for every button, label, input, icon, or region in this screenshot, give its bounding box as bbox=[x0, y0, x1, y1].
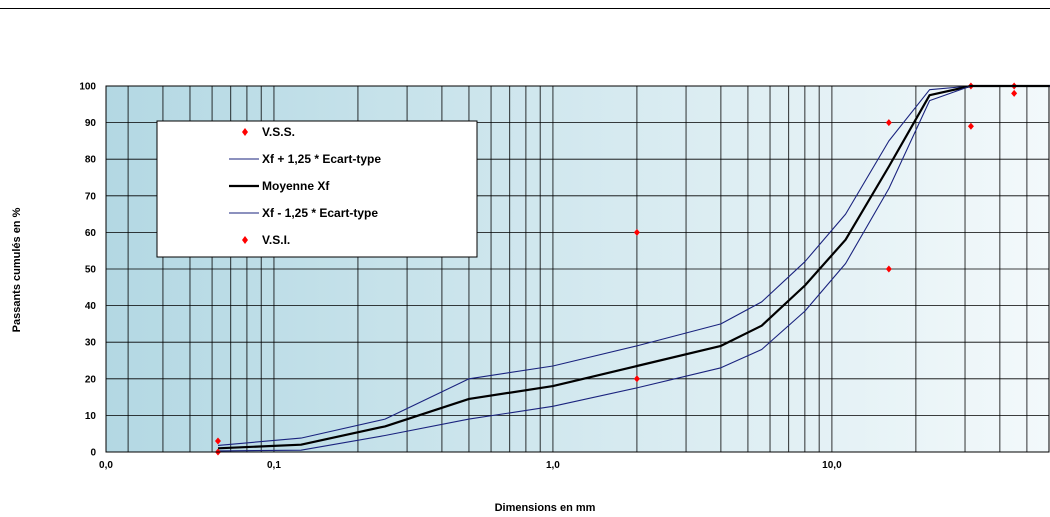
series-0-point-0 bbox=[214, 437, 221, 445]
legend-label-xf-minus: Xf - 1,25 * Ecart-type bbox=[262, 206, 378, 220]
legend-item-vss: V.S.S. bbox=[242, 125, 295, 139]
series-4-point-1 bbox=[633, 375, 640, 383]
y-tick-label-10: 100 bbox=[79, 82, 96, 93]
x-tick-label-2: 1,0 bbox=[546, 460, 560, 471]
y-tick-label-1: 10 bbox=[85, 411, 97, 422]
y-tick-label-4: 40 bbox=[85, 301, 97, 312]
y-tick-label-6: 60 bbox=[85, 228, 97, 239]
legend-item-moyenne: Moyenne Xf bbox=[229, 179, 330, 193]
series-line-1 bbox=[217, 85, 1050, 446]
legend-item-vsi: V.S.I. bbox=[242, 233, 290, 247]
tick-labels: 0 10 20 30 40 50 60 70 80 90 100 0,0 0,1 1,0 10,0 bbox=[79, 82, 842, 472]
y-tick-label-5: 50 bbox=[85, 265, 97, 276]
y-tick-label-8: 80 bbox=[85, 155, 97, 166]
legend-box bbox=[156, 120, 478, 258]
series-4-point-2 bbox=[885, 265, 892, 273]
legend-label-vss: V.S.S. bbox=[262, 125, 295, 139]
legend-swatch-vss bbox=[242, 128, 248, 136]
series-line-2 bbox=[217, 84, 1050, 450]
y-tick-label-2: 20 bbox=[85, 374, 97, 385]
x-tick-label-3: 10,0 bbox=[822, 460, 842, 471]
x-tick-label-1: 0,1 bbox=[267, 460, 281, 471]
y-axis-title: Passants cumulés en % bbox=[11, 207, 23, 332]
legend-label-xf-plus: Xf + 1,25 * Ecart-type bbox=[262, 152, 381, 166]
legend-swatch-vsi bbox=[242, 236, 248, 244]
x-tick-label-0: 0,0 bbox=[99, 460, 113, 471]
series-0-point-2 bbox=[885, 119, 892, 127]
series-4-point-4 bbox=[1011, 89, 1018, 97]
plot-frame bbox=[105, 85, 1050, 453]
y-tick-label-0: 0 bbox=[90, 448, 96, 459]
legend-item-xf-minus: Xf - 1,25 * Ecart-type bbox=[229, 206, 378, 220]
legend-item-xf-plus: Xf + 1,25 * Ecart-type bbox=[229, 152, 381, 166]
y-tick-label-9: 90 bbox=[85, 118, 97, 129]
top-rule bbox=[0, 8, 1050, 9]
series-line-3 bbox=[217, 85, 1050, 452]
y-tick-label-7: 70 bbox=[85, 191, 97, 202]
y-tick-label-3: 30 bbox=[85, 338, 97, 349]
series-group bbox=[214, 82, 1050, 456]
x-axis-title: Dimensions en mm bbox=[495, 502, 596, 514]
legend-label-vsi: V.S.I. bbox=[262, 233, 290, 247]
legend-label-moyenne: Moyenne Xf bbox=[262, 179, 330, 193]
legend: V.S.S. Xf + 1,25 * Ecart-type Moyenne Xf… bbox=[156, 120, 478, 258]
series-4-point-3 bbox=[967, 122, 974, 130]
series-0-point-1 bbox=[633, 228, 640, 236]
